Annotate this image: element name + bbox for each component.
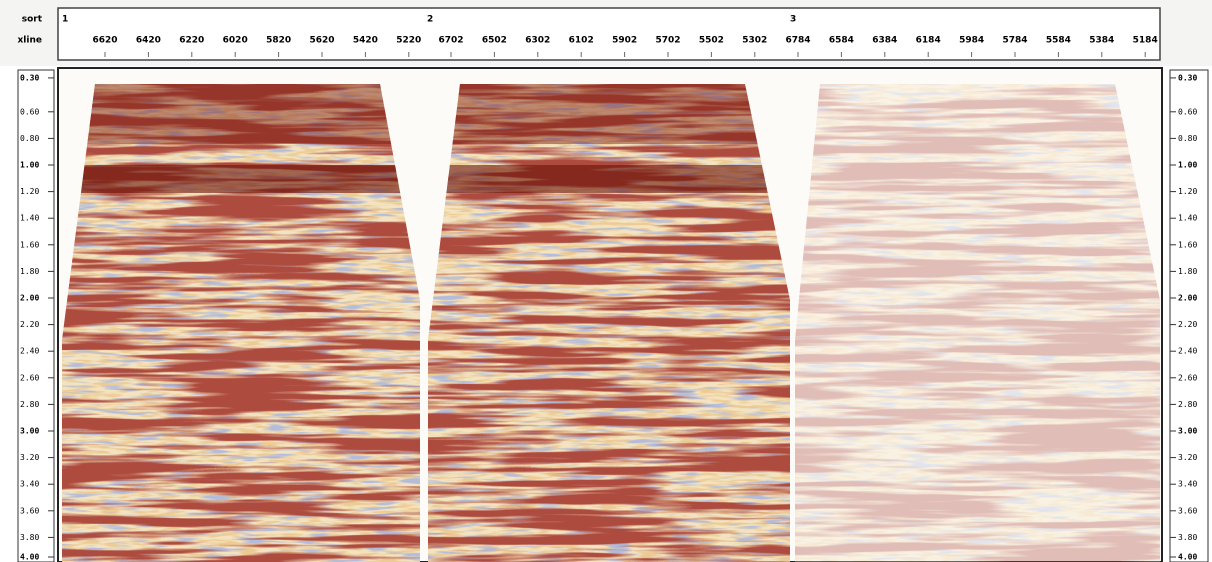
time-label-right: 0.30 [1178, 73, 1197, 82]
time-label-right: 1.60 [1178, 240, 1197, 249]
header-box [58, 8, 1160, 60]
time-label-left: 2.40 [20, 347, 39, 356]
time-label-right: 2.60 [1178, 373, 1197, 382]
xline-value: 6302 [525, 36, 550, 46]
time-label-left: 2.60 [20, 373, 39, 382]
time-label-left: 3.40 [20, 480, 39, 489]
xline-label: xline [18, 36, 43, 46]
xline-value: 5584 [1046, 36, 1071, 46]
time-label-left: 3.00 [20, 427, 39, 436]
time-label-right: 2.00 [1178, 294, 1197, 303]
time-label-right: 0.60 [1178, 107, 1197, 116]
time-label-right: 2.40 [1178, 347, 1197, 356]
time-label-right: 2.80 [1178, 400, 1197, 409]
time-label-left: 1.60 [20, 240, 39, 249]
xline-value: 5502 [699, 36, 724, 46]
xline-value: 5620 [309, 36, 334, 46]
time-label-left: 2.20 [20, 320, 39, 329]
time-label-left: 4.00 [20, 553, 39, 562]
xline-value: 6702 [438, 36, 463, 46]
xline-value: 6584 [829, 36, 854, 46]
xline-value: 5384 [1089, 36, 1114, 46]
sort-value: 2 [427, 15, 433, 25]
sort-label: sort [22, 15, 43, 25]
xline-value: 5902 [612, 36, 637, 46]
time-label-right: 3.40 [1178, 480, 1197, 489]
xline-value: 5784 [1002, 36, 1027, 46]
time-label-left: 1.40 [20, 214, 39, 223]
xline-value: 6220 [179, 36, 204, 46]
time-label-right: 2.20 [1178, 320, 1197, 329]
panel-3 [795, 84, 1161, 562]
time-label-left: 3.20 [20, 453, 39, 462]
time-label-right: 3.80 [1178, 533, 1197, 542]
xline-value: 6020 [223, 36, 248, 46]
panel-2 [428, 84, 792, 562]
time-label-right: 1.80 [1178, 267, 1197, 276]
xline-value: 6384 [872, 36, 897, 46]
seismic-viewer: sort xline 1 2 3 6620 6420 6220 6020 5820 5620 54… [0, 0, 1212, 562]
time-label-right: 3.20 [1178, 453, 1197, 462]
panel-1 [62, 84, 422, 562]
time-label-left: 0.80 [20, 134, 39, 143]
time-label-right: 3.00 [1178, 427, 1197, 436]
time-label-right: 0.80 [1178, 134, 1197, 143]
time-label-left: 3.60 [20, 506, 39, 515]
xline-value: 6184 [916, 36, 941, 46]
time-label-right: 4.00 [1178, 553, 1197, 562]
xline-value: 5420 [353, 36, 378, 46]
sort-value: 1 [62, 15, 68, 25]
xline-value: 5984 [959, 36, 984, 46]
time-label-right: 1.40 [1178, 214, 1197, 223]
xline-value: 6502 [482, 36, 507, 46]
xline-value: 6784 [785, 36, 810, 46]
time-label-left: 1.20 [20, 187, 39, 196]
sort-value: 3 [790, 15, 796, 25]
time-label-left: 0.60 [20, 107, 39, 116]
xline-value: 5220 [396, 36, 421, 46]
time-label-left: 2.80 [20, 400, 39, 409]
xline-value: 5820 [266, 36, 291, 46]
xline-value: 5302 [742, 36, 767, 46]
time-label-right: 3.60 [1178, 506, 1197, 515]
time-label-right: 1.00 [1178, 161, 1197, 170]
time-label-right: 1.20 [1178, 187, 1197, 196]
time-label-left: 0.30 [20, 73, 39, 82]
time-label-left: 2.00 [20, 294, 39, 303]
xline-value: 6102 [569, 36, 594, 46]
xline-value: 5702 [655, 36, 680, 46]
time-label-left: 1.80 [20, 267, 39, 276]
xline-value: 5184 [1133, 36, 1158, 46]
xline-value: 6620 [92, 36, 117, 46]
xline-value: 6420 [136, 36, 161, 46]
time-label-left: 3.80 [20, 533, 39, 542]
time-label-left: 1.00 [20, 161, 39, 170]
